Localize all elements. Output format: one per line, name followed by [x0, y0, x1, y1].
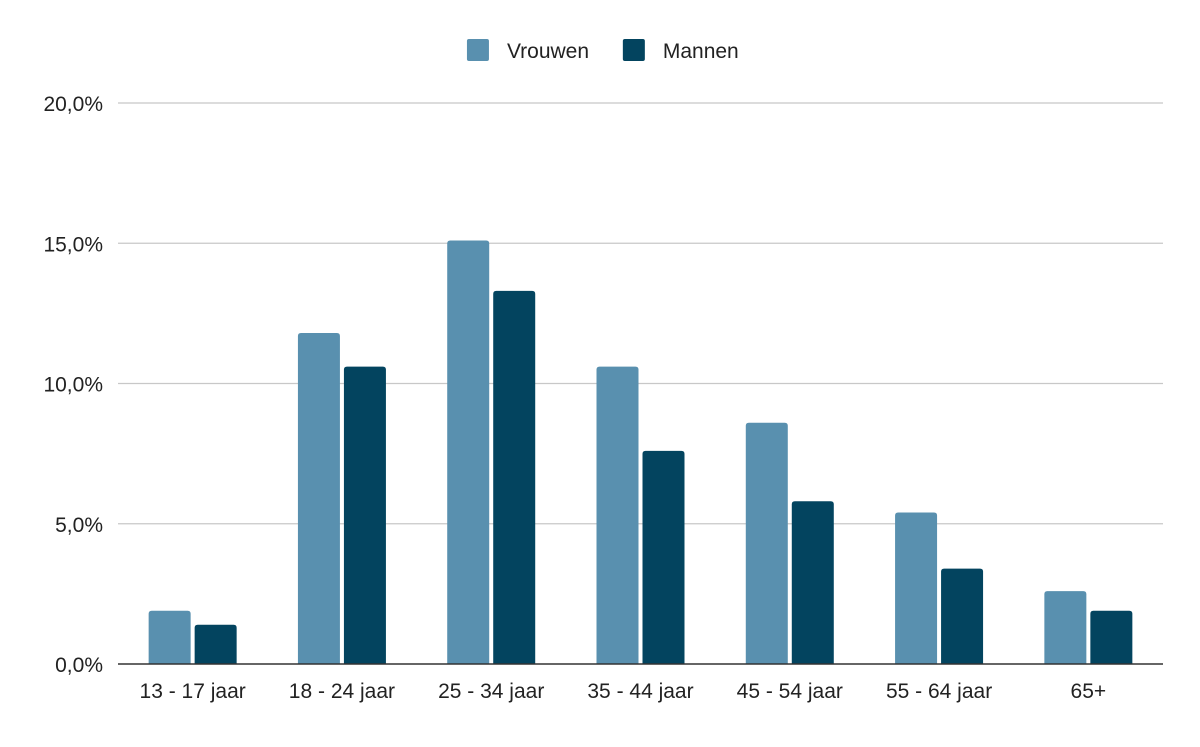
- bars: [148, 240, 1133, 664]
- x-tick-label: 65+: [1071, 680, 1107, 703]
- x-tick-label: 35 - 44 jaar: [587, 680, 693, 703]
- bar-vrouwen: [895, 512, 938, 664]
- y-tick-label: 0,0%: [55, 654, 103, 677]
- bar-mannen: [791, 501, 834, 664]
- gridlines: [118, 102, 1163, 525]
- x-tick-label: 25 - 34 jaar: [438, 680, 544, 703]
- bar-vrouwen: [447, 240, 490, 664]
- axes: 0,0% 5,0% 10,0% 15,0% 20,0% 13 - 17 jaar 18 - …: [43, 93, 1163, 703]
- bar-mannen: [343, 366, 386, 664]
- bar-mannen: [194, 624, 237, 664]
- legend-swatch: [466, 39, 489, 61]
- legend-item[interactable]: Mannen: [622, 39, 739, 63]
- y-tick-label: 20,0%: [43, 93, 103, 116]
- bar-mannen: [642, 450, 685, 664]
- y-tick-label: 5,0%: [55, 514, 103, 537]
- x-tick-label: 55 - 64 jaar: [886, 680, 992, 703]
- x-tick-label: 18 - 24 jaar: [289, 680, 395, 703]
- bar-mannen: [1090, 610, 1133, 664]
- bar-mannen: [941, 568, 984, 664]
- bar-vrouwen: [596, 366, 639, 664]
- bar-vrouwen: [1044, 591, 1087, 664]
- x-tick-label: 13 - 17 jaar: [140, 680, 246, 703]
- bar-mannen: [493, 290, 536, 664]
- x-tick-label: 45 - 54 jaar: [737, 680, 843, 703]
- bar-vrouwen: [745, 422, 788, 664]
- bar-vrouwen: [297, 333, 340, 664]
- legend-label: Vrouwen: [507, 40, 589, 63]
- legend-swatch: [622, 39, 645, 61]
- legend: Vrouwen Mannen: [466, 39, 739, 63]
- bar-vrouwen: [148, 610, 191, 664]
- y-tick-label: 10,0%: [43, 374, 103, 397]
- legend-item[interactable]: Vrouwen: [466, 39, 589, 63]
- y-tick-label: 15,0%: [43, 233, 103, 256]
- legend-label: Mannen: [663, 40, 739, 63]
